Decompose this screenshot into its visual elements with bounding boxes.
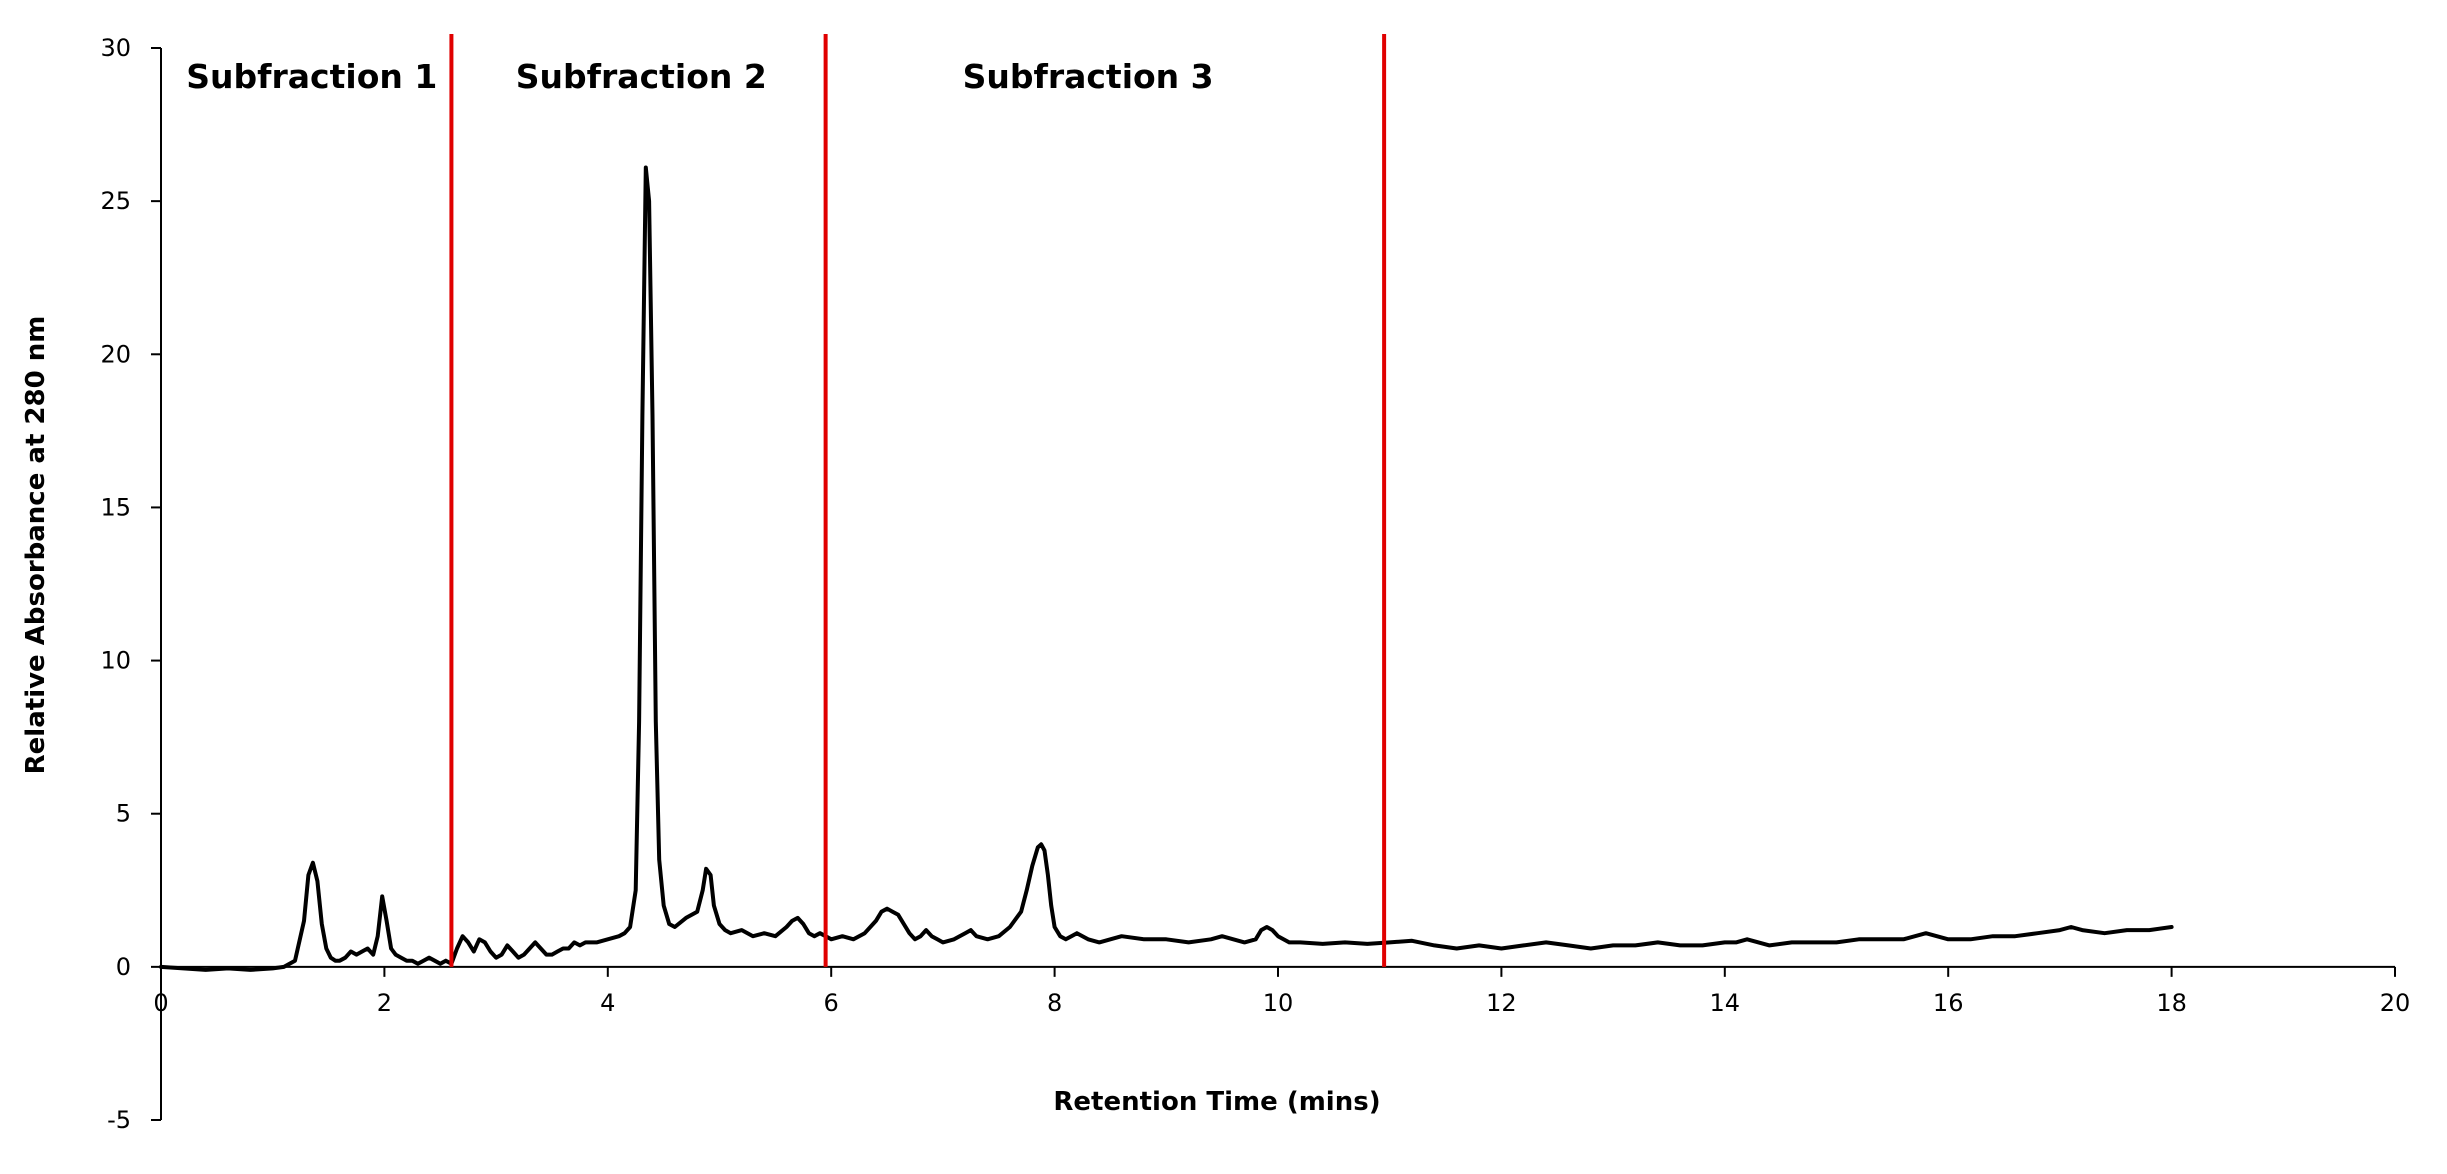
subfraction-label: Subfraction 3 <box>963 57 1214 96</box>
y-tick-label: 30 <box>100 34 131 62</box>
y-tick-label: 10 <box>100 647 131 675</box>
x-tick-label: 18 <box>2156 989 2187 1017</box>
chromatogram-trace <box>159 165 2174 972</box>
x-tick-label: 8 <box>1047 989 1062 1017</box>
tick-labels: -5 0 5 10 15 20 25 30 0 2 4 6 8 10 12 14 16 18 20 <box>100 34 2410 1134</box>
x-tick-label: 6 <box>824 989 839 1017</box>
x-tick-label: 12 <box>1486 989 1517 1017</box>
x-axis-title: Retention Time (mins) <box>1053 1087 1380 1117</box>
x-tick-label: 2 <box>377 989 392 1017</box>
y-tick-label: 0 <box>116 953 131 981</box>
y-tick-label: 20 <box>100 340 131 368</box>
series-layer <box>159 165 2174 972</box>
y-tick-label: 5 <box>116 800 131 828</box>
y-tick-label: 15 <box>100 493 131 521</box>
y-tick-label: -5 <box>107 1106 131 1134</box>
x-tick-label: 16 <box>1933 989 1964 1017</box>
y-axis-title: Relative Absorbance at 280 nm <box>21 316 51 775</box>
subfraction-label: Subfraction 1 <box>186 57 437 96</box>
x-tick-label: 20 <box>2380 989 2411 1017</box>
x-tick-label: 4 <box>600 989 615 1017</box>
subfraction-labels: Subfraction 1 Subfraction 2 Subfraction 3 <box>186 57 1213 96</box>
x-tick-label: 14 <box>1710 989 1741 1017</box>
y-tick-label: 25 <box>100 187 131 215</box>
subfraction-dividers <box>449 34 1387 967</box>
subfraction-label: Subfraction 2 <box>516 57 767 96</box>
axes <box>151 47 2396 1121</box>
x-tick-label: 0 <box>153 989 168 1017</box>
x-tick-label: 10 <box>1263 989 1294 1017</box>
